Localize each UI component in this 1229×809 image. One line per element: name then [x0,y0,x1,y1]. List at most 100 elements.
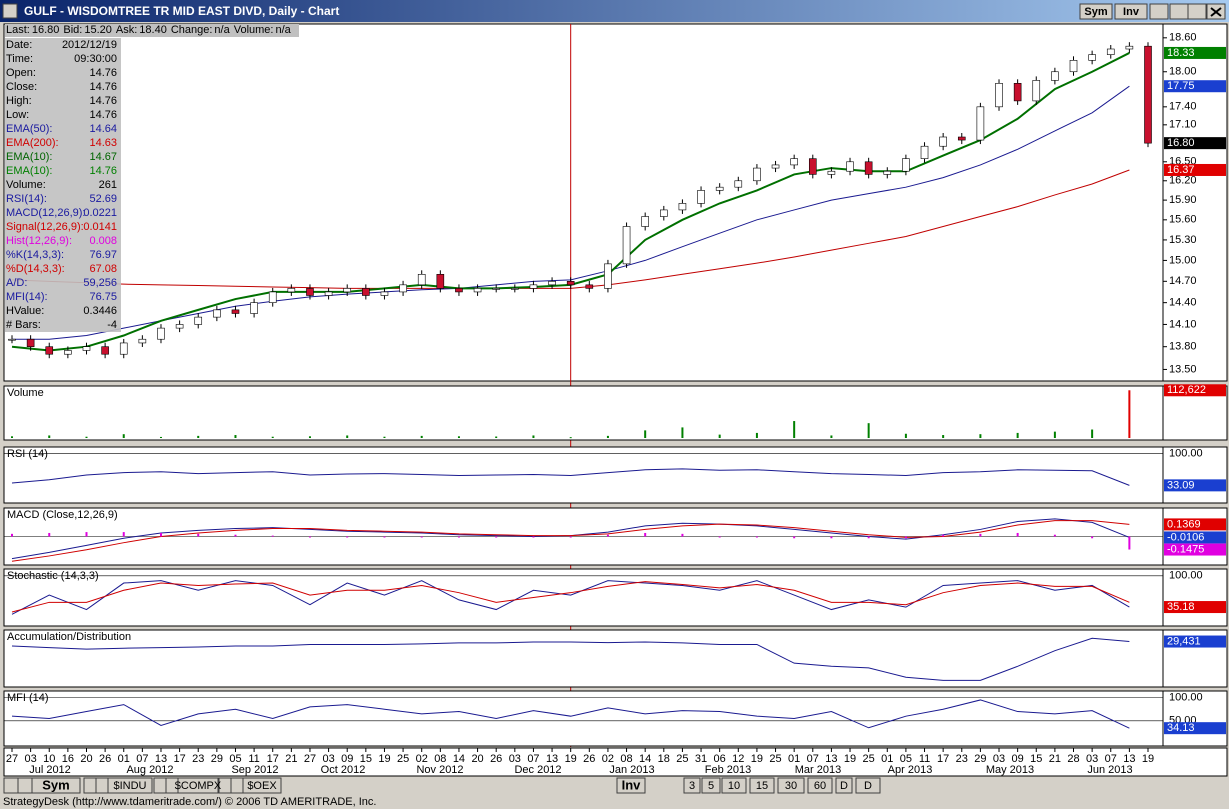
toolbar-button-label: 30 [785,780,797,792]
y-tick-label: 13.80 [1169,341,1197,353]
restore-button[interactable] [1149,3,1169,20]
minimize-button[interactable] [1169,3,1189,20]
month-label: Apr 2013 [888,764,933,776]
toolbar-button[interactable] [683,777,701,794]
info-label: # Bars: [6,319,41,331]
candle [1013,83,1022,102]
histogram-bar [197,533,200,537]
volume-bar [495,436,498,438]
histogram-bar [644,532,647,537]
histogram-bar [532,536,535,538]
candle [138,338,147,344]
toolbar-button[interactable] [31,777,81,794]
toolbar-button[interactable] [807,777,833,794]
nav-arrow[interactable] [83,777,97,794]
value-marker-label: 112,622 [1167,384,1206,396]
value-marker [1164,384,1226,397]
status-text: StrategyDesk (http://www.tdameritrade.co… [3,796,376,808]
value-marker [1164,80,1226,93]
volume-bar [159,436,162,438]
info-value: 52.69 [89,193,117,205]
info-value: 14.64 [89,123,117,135]
candle [771,164,780,169]
value-marker-label: 33.09 [1167,479,1195,491]
x-tick-label: 01 [788,753,800,765]
quote-value: n/a [214,24,230,36]
y-tick-label: 16.20 [1169,175,1197,187]
toolbar-button[interactable] [777,777,805,794]
histogram-bar [420,536,423,538]
candle [529,284,538,289]
candle [678,203,687,211]
info-label: Low: [6,109,29,121]
volume-bar [681,427,684,438]
x-tick-label: 17 [267,753,279,765]
quote-line-bg [5,24,299,37]
quote-label: Bid: [63,24,82,36]
volume-bar [793,421,796,438]
nav-arrow[interactable] [3,777,19,794]
x-tick-label: 17 [173,753,185,765]
candle [734,180,743,188]
x-tick-label: 03 [322,753,334,765]
toolbar-button[interactable] [835,777,853,794]
nav-arrow[interactable] [230,777,244,794]
y-tick-label: 17.40 [1169,101,1197,113]
toolbar-button[interactable] [107,777,153,794]
x-tick-label: 19 [1142,753,1154,765]
close-glyph [1210,7,1222,17]
y-tick-label: 15.00 [1169,254,1197,266]
info-value: 2012/12/19 [62,39,117,51]
x-tick-label: 02 [416,753,428,765]
toolbar-button[interactable] [855,777,881,794]
x-tick-label: 07 [1105,753,1117,765]
value-marker-label: 34.13 [1167,722,1195,734]
x-tick-label: 12 [732,753,744,765]
histogram-bar [383,536,386,538]
y-tick-label: 100.00 [1169,570,1203,582]
volume-bar [569,437,572,439]
toolbar-button[interactable] [177,777,219,794]
quote-value: 15.20 [84,24,112,36]
axis-bg [1162,446,1228,504]
toolbar-button[interactable] [242,777,282,794]
toolbar-button-label: D [840,780,848,792]
candle [641,216,649,227]
maximize-button[interactable] [1187,3,1207,20]
nav-arrow[interactable] [17,777,33,794]
candle [268,291,277,303]
value-marker-label: 16.80 [1167,137,1195,149]
histogram-bar [11,533,13,537]
candle [8,338,16,341]
panel-title: Stochastic (14,3,3) [7,570,99,582]
toolbar-button[interactable] [616,777,646,794]
toolbar-button-label: $COMPX [175,780,222,792]
volume-bar [11,436,13,438]
candle [306,288,314,296]
candle [660,209,668,217]
x-tick-label: 03 [1086,753,1098,765]
candle [604,263,612,289]
x-tick-label: 25 [676,753,688,765]
candle [1051,71,1059,81]
toolbar-button[interactable] [749,777,775,794]
month-label: Nov 2012 [416,764,463,776]
nav-arrow[interactable] [95,777,109,794]
toolbar-button[interactable] [721,777,747,794]
month-label: Jun 2013 [1087,764,1132,776]
candle [343,288,352,293]
window-button[interactable] [1114,3,1148,20]
info-value: 67.08 [89,263,117,275]
nav-arrow[interactable] [153,777,167,794]
info-value: 76.75 [89,291,117,303]
toolbar-button[interactable] [701,777,721,794]
histogram-bar [457,536,460,538]
month-label: Feb 2013 [705,764,751,776]
volume-bar [271,436,274,438]
month-label: Mar 2013 [795,764,841,776]
x-tick-label: 06 [714,753,726,765]
info-value: 59,256 [83,277,117,289]
window-button[interactable] [1079,3,1113,20]
x-tick-label: 01 [881,753,893,765]
toolbar-button-label: 10 [728,780,740,792]
